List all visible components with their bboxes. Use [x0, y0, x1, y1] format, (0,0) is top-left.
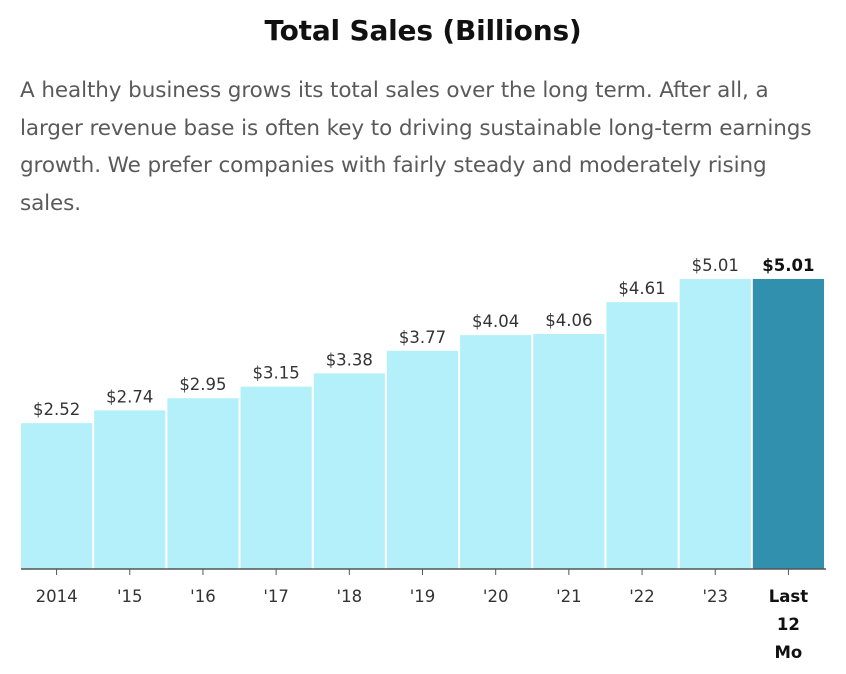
bar-2014 — [21, 423, 93, 569]
bar-last-12-mo — [752, 279, 824, 569]
value-label: $5.01 — [692, 256, 739, 275]
value-label: $2.95 — [179, 375, 226, 394]
bar-18 — [313, 373, 385, 569]
value-label: $2.52 — [33, 400, 80, 419]
chart-description: A healthy business grows its total sales… — [20, 78, 812, 216]
x-tick-label: '16 — [190, 587, 216, 606]
x-tick-label: '18 — [337, 587, 363, 606]
bar-16 — [167, 398, 239, 569]
value-label: $4.04 — [472, 312, 519, 331]
x-tick-label: '23 — [702, 587, 728, 606]
value-label: $4.61 — [618, 279, 665, 298]
x-tick-label: '19 — [410, 587, 436, 606]
value-label: $5.01 — [762, 256, 814, 275]
x-tick-label: 2014 — [36, 587, 78, 606]
x-ticks-group — [56, 569, 789, 575]
value-label: $4.06 — [545, 311, 592, 330]
x-tick-label: '17 — [263, 587, 289, 606]
bar-15 — [94, 410, 166, 569]
bar-20 — [460, 335, 532, 569]
bar-19 — [386, 350, 459, 569]
value-label: $3.38 — [326, 350, 373, 369]
x-tick-label: Last 12 Mo — [769, 587, 808, 662]
chart-title: Total Sales (Billions) — [264, 14, 582, 47]
bar-22 — [606, 302, 678, 569]
bar-21 — [533, 333, 605, 569]
value-label: $3.15 — [253, 364, 300, 383]
x-labels-group: 2014 '15 '16 '17 '18 '19 '20 '21 '22 '23 Last 12 Mo — [36, 587, 809, 662]
x-tick-label: '21 — [556, 587, 582, 606]
x-tick-label: '20 — [483, 587, 509, 606]
bar-17 — [240, 386, 312, 569]
value-labels-group: $2.52 $2.74 $2.95 $3.15 $3.38 $3.77 $4.04 $4.06… — [33, 256, 815, 419]
x-tick-label: '15 — [117, 587, 143, 606]
bars-group — [21, 279, 824, 569]
x-tick-label: '22 — [629, 587, 655, 606]
bar-23 — [679, 279, 751, 569]
value-label: $2.74 — [106, 387, 153, 406]
value-label: $3.77 — [399, 328, 446, 347]
